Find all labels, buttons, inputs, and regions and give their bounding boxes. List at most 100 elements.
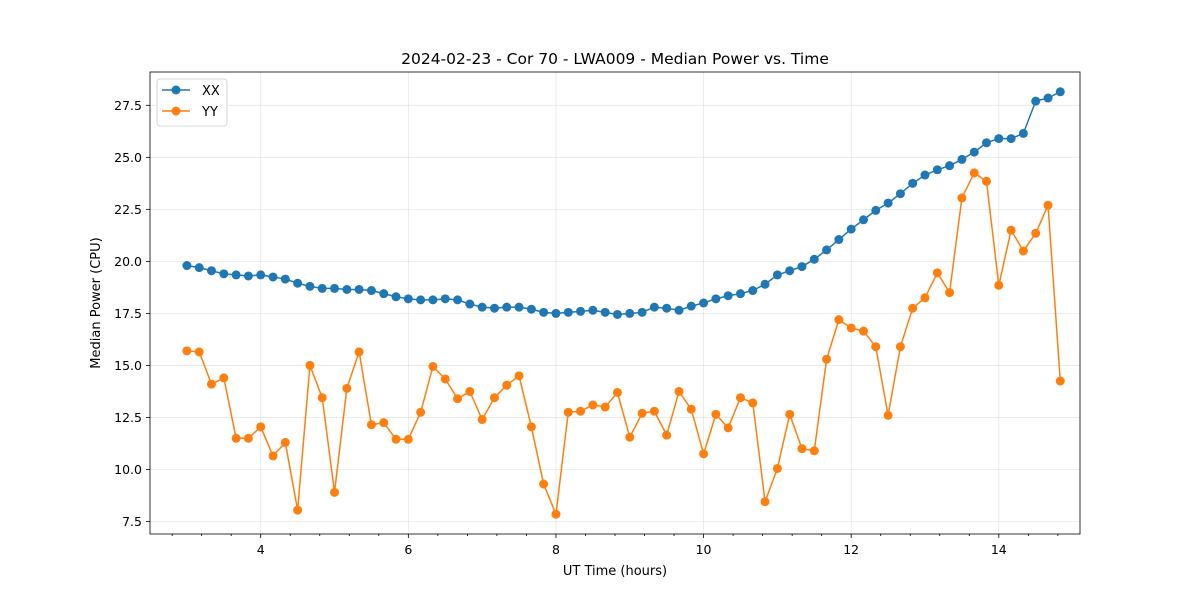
point-yy: [908, 303, 918, 313]
point-xx: [871, 205, 881, 215]
point-xx: [674, 305, 684, 315]
point-yy: [453, 394, 463, 404]
point-xx: [625, 308, 635, 318]
point-yy: [1043, 200, 1053, 210]
point-yy: [822, 354, 832, 364]
point-yy: [379, 418, 389, 428]
point-xx: [637, 307, 647, 317]
point-xx: [403, 294, 413, 304]
y-axis-ticks: 7.5 10.0 12.5 15.0 17.5 20.0 22.5 25.0 27.5: [114, 98, 150, 529]
point-xx: [772, 270, 782, 280]
point-xx: [723, 291, 733, 301]
point-yy: [305, 360, 315, 370]
x-tick-label: 6: [404, 542, 412, 557]
point-yy: [416, 407, 426, 417]
point-xx: [649, 302, 659, 312]
point-yy: [1031, 228, 1041, 238]
legend-marker-xx: [171, 85, 181, 95]
point-yy: [994, 280, 1004, 290]
point-xx: [354, 284, 364, 294]
point-xx: [711, 294, 721, 304]
point-xx: [206, 266, 216, 276]
point-xx: [760, 279, 770, 289]
point-yy: [280, 437, 290, 447]
point-yy: [686, 404, 696, 414]
x-tick-label: 10: [696, 542, 712, 557]
x-tick-label: 12: [843, 542, 859, 557]
legend: XX YY: [156, 78, 228, 127]
point-yy: [330, 487, 340, 497]
point-xx: [994, 134, 1004, 144]
y-tick-label: 22.5: [114, 202, 142, 217]
chart-title: 2024-02-23 - Cor 70 - LWA009 - Median Po…: [401, 50, 829, 68]
point-xx: [945, 161, 955, 171]
point-yy: [883, 410, 893, 420]
point-xx: [342, 284, 352, 294]
x-tick-label: 14: [991, 542, 1007, 557]
point-yy: [256, 422, 266, 432]
point-yy: [945, 288, 955, 298]
point-xx: [1043, 93, 1053, 103]
point-xx: [969, 147, 979, 157]
point-yy: [514, 371, 524, 381]
y-tick-label: 20.0: [114, 254, 142, 269]
point-xx: [243, 271, 253, 281]
point-xx: [489, 303, 499, 313]
point-xx: [735, 289, 745, 299]
y-axis-label: Median Power (CPU): [89, 237, 104, 368]
point-yy: [440, 374, 450, 384]
point-yy: [760, 497, 770, 507]
y-tick-label: 27.5: [114, 98, 142, 113]
point-xx: [686, 301, 696, 311]
point-xx: [330, 283, 340, 293]
point-xx: [809, 254, 819, 264]
point-yy: [748, 398, 758, 408]
y-tick-label: 17.5: [114, 306, 142, 321]
point-yy: [428, 361, 438, 371]
point-yy: [489, 393, 499, 403]
x-axis-label: UT Time (hours): [563, 564, 667, 579]
point-xx: [859, 215, 869, 225]
point-yy: [391, 434, 401, 444]
point-xx: [563, 307, 573, 317]
point-xx: [785, 266, 795, 276]
point-yy: [219, 373, 229, 383]
point-yy: [182, 346, 192, 356]
point-xx: [256, 270, 266, 280]
point-yy: [1055, 376, 1065, 386]
point-yy: [809, 446, 819, 456]
point-xx: [908, 178, 918, 188]
point-yy: [612, 387, 622, 397]
point-yy: [403, 434, 413, 444]
point-xx: [612, 309, 622, 319]
point-xx: [465, 299, 475, 309]
point-yy: [969, 168, 979, 178]
point-yy: [649, 406, 659, 416]
point-xx: [822, 245, 832, 255]
x-axis-ticks: 4 6 8 10 12 14: [171, 534, 1059, 557]
point-yy: [293, 505, 303, 515]
point-xx: [551, 308, 561, 318]
point-xx: [1031, 96, 1041, 106]
point-yy: [895, 342, 905, 352]
point-xx: [379, 289, 389, 299]
y-tick-label: 15.0: [114, 358, 142, 373]
point-yy: [194, 347, 204, 357]
x-tick-label: 8: [552, 542, 560, 557]
point-xx: [576, 306, 586, 316]
point-xx: [453, 295, 463, 305]
point-xx: [305, 281, 315, 291]
point-xx: [428, 295, 438, 305]
y-tick-label: 10.0: [114, 462, 142, 477]
point-yy: [243, 433, 253, 443]
point-yy: [465, 386, 475, 396]
y-tick-label: 12.5: [114, 410, 142, 425]
point-yy: [723, 423, 733, 433]
series-layer: [182, 87, 1065, 519]
point-xx: [477, 302, 487, 312]
point-yy: [981, 176, 991, 186]
point-xx: [317, 283, 327, 293]
point-xx: [588, 305, 598, 315]
point-yy: [711, 409, 721, 419]
point-yy: [563, 407, 573, 417]
